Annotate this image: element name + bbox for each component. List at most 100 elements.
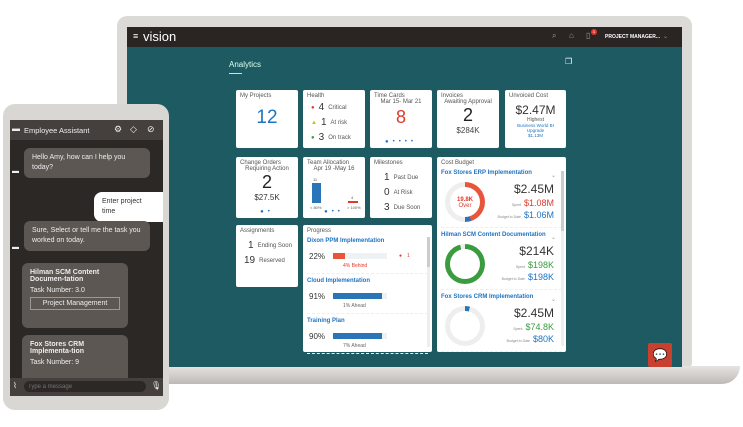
project-link[interactable]: Training Plan	[307, 318, 345, 324]
bot-avatar-icon: ▬	[12, 168, 19, 175]
task-card-title: Fox Stores CRM Implementa-tion	[30, 341, 85, 355]
tile-title: My Projects	[240, 93, 272, 99]
issue-count: 1	[407, 253, 410, 259]
task-card[interactable]: Hilman SCM Content Documen-tation Task N…	[22, 263, 128, 328]
chat-launcher-button[interactable]: 💬	[648, 343, 672, 367]
project-link[interactable]: Hilman SCM Content Documentation	[441, 232, 546, 238]
tile-my-projects[interactable]: My Projects 12	[236, 90, 298, 148]
budget-label: Budget to Date	[501, 277, 525, 281]
user-menu[interactable]: PROJECT MANAGER... ⌄	[605, 33, 668, 41]
at-risk-label: At Risk	[393, 189, 413, 196]
progress-fill	[333, 253, 345, 259]
progress-list: Dixon PPM Implementation 22% 4% Behind ●…	[307, 238, 428, 354]
home-icon[interactable]: ⌂	[569, 31, 574, 40]
progress-percent: 22%	[309, 252, 326, 261]
invoices-amount: $284K	[456, 126, 480, 135]
dashboard-screen: ≡ vision ⌕ ⌂ ▯ 1 PROJECT MANAGER... ⌄ An…	[127, 27, 682, 367]
tile-change-orders[interactable]: Change Orders Requiring Action 2 $27.5K …	[236, 157, 298, 218]
chevron-down-icon[interactable]: ⌄	[550, 297, 556, 303]
menu-icon[interactable]: ≡	[133, 31, 139, 41]
project-link[interactable]: Fox Stores CRM Implementation	[441, 294, 534, 300]
tile-cost-budget[interactable]: Cost Budget Fox Stores ERP Implementatio…	[437, 157, 566, 352]
tile-milestones[interactable]: Milestones 1 Past Due 0 At Risk 3 Due Soon	[370, 157, 432, 218]
budget-row: Budget to Date $1.06M	[498, 210, 554, 220]
over-label: Over	[458, 203, 472, 209]
tile-title: Health	[307, 93, 325, 99]
tile-team-allocation[interactable]: Team Allocation Apr 19 -May 16 11 4 < 80…	[303, 157, 365, 218]
cost-budget-item[interactable]: Hilman SCM Content Documentation ⌄ $214K…	[441, 232, 562, 290]
microphone-icon[interactable]: 🎙	[151, 381, 162, 390]
search-icon[interactable]: ⌕	[552, 31, 557, 40]
tile-title: Assignments	[240, 228, 275, 234]
laptop-base	[100, 366, 740, 384]
pager-dots[interactable]: ●••••	[384, 139, 418, 145]
spent-label: Spent	[513, 327, 523, 331]
user-message: Enter project time	[94, 192, 163, 222]
progress-fill	[333, 293, 383, 299]
tile-progress[interactable]: Progress Dixon PPM Implementation 22% 4%…	[303, 225, 432, 354]
project-link[interactable]: Cloud Implementation	[307, 278, 370, 284]
pager-dots[interactable]: ●•	[260, 209, 274, 215]
tile-title: Cost Budget	[441, 160, 475, 166]
tile-title: Milestones	[374, 160, 403, 166]
tile-health[interactable]: Health ● 4 Critical ▲ 1 At risk ● 3 On track	[303, 90, 365, 148]
scrollbar[interactable]	[561, 171, 564, 346]
bot-message: Hello Amy, how can I help you today?	[24, 148, 150, 178]
tile-subtitle: Mar 15- Mar 21	[380, 99, 422, 105]
progress-fill	[333, 333, 382, 339]
top-bar: ≡ vision ⌕ ⌂ ▯ 1 PROJECT MANAGER... ⌄	[127, 27, 682, 47]
progress-item[interactable]: Cloud Implementation 91% 1% Ahead	[307, 278, 428, 314]
message-input[interactable]	[24, 381, 146, 392]
at-risk-count: 0	[384, 187, 390, 198]
scrollbar[interactable]	[427, 237, 430, 347]
bot-message: Sure, Select or tell me the task you wor…	[24, 221, 150, 251]
bar-value: 11	[313, 177, 318, 182]
budget-donut	[445, 306, 485, 346]
cost-budget-item[interactable]: Fox Stores CRM Implementation ⌄ $2.45M S…	[441, 294, 562, 352]
project-link[interactable]: Fox Stores ERP Implementation	[441, 170, 532, 176]
task-card[interactable]: Fox Stores CRM Implementa-tion Task Numb…	[22, 335, 128, 385]
notifications-icon[interactable]: ▯	[586, 31, 591, 40]
highest-project-link[interactable]: Business World BI Upgrade	[517, 123, 554, 133]
progress-status: 1% Ahead	[343, 303, 366, 309]
pager-dots[interactable]: ●••	[324, 209, 344, 215]
total-amount: $214K	[519, 244, 554, 258]
ending-soon-count: 1	[248, 240, 254, 251]
customize-icon[interactable]: ❐	[565, 57, 573, 66]
chevron-down-icon[interactable]: ⌄	[550, 173, 556, 179]
bot-avatar-icon: ▬	[12, 244, 19, 251]
budget-row: Budget to Date $80K	[507, 334, 554, 344]
tile-invoices[interactable]: Invoices Awaiting Approval 2 $284K	[437, 90, 499, 148]
change-orders-count: 2	[261, 172, 272, 192]
task-number: Task Number: 9	[30, 359, 80, 366]
attachment-icon[interactable]: ⌇	[13, 381, 17, 390]
project-link[interactable]: Dixon PPM Implementation	[307, 238, 385, 244]
tile-title: Team Allocation	[307, 160, 350, 166]
project-management-button[interactable]: Project Management	[30, 297, 120, 310]
past-due-label: Past Due	[393, 174, 419, 181]
clear-icon[interactable]: ◇	[130, 124, 137, 134]
tile-unvoiced-cost[interactable]: Unvoiced Cost $2.47M Highest Business Wo…	[505, 90, 566, 148]
progress-item[interactable]: Dixon PPM Implementation 22% 4% Behind ●…	[307, 238, 428, 274]
gear-icon[interactable]: ⚙	[114, 124, 123, 134]
progress-item[interactable]: Training Plan 90% 7% Ahead	[307, 318, 428, 354]
progress-bar	[333, 333, 387, 339]
mute-icon[interactable]: ⊘	[147, 124, 155, 134]
spent-label: Spent	[515, 265, 525, 269]
reserved-label: Reserved	[259, 257, 285, 264]
app-logo[interactable]: vision	[143, 29, 177, 44]
notification-badge: 1	[591, 29, 597, 35]
cost-budget-item[interactable]: Fox Stores ERP Implementation ⌄ 19.8K Ove…	[441, 170, 562, 228]
spent-amount: $74.8K	[525, 322, 554, 332]
tile-assignments[interactable]: Assignments 1 Ending Soon 19 Reserved	[236, 225, 298, 287]
warning-icon: ▲	[311, 119, 317, 126]
tile-time-cards[interactable]: Time Cards Mar 15- Mar 21 8 ●••••	[370, 90, 432, 148]
critical-count: 4	[318, 102, 325, 113]
tile-title: Time Cards	[374, 93, 405, 99]
spent-row: Spent $1.08M	[512, 198, 554, 208]
change-orders-amount: $27.5K	[254, 193, 280, 202]
budget-donut: 19.8K Over	[445, 182, 485, 222]
chevron-down-icon[interactable]: ⌄	[550, 235, 556, 241]
issue-icon: ●	[399, 253, 403, 259]
critical-icon: ●	[311, 104, 315, 111]
